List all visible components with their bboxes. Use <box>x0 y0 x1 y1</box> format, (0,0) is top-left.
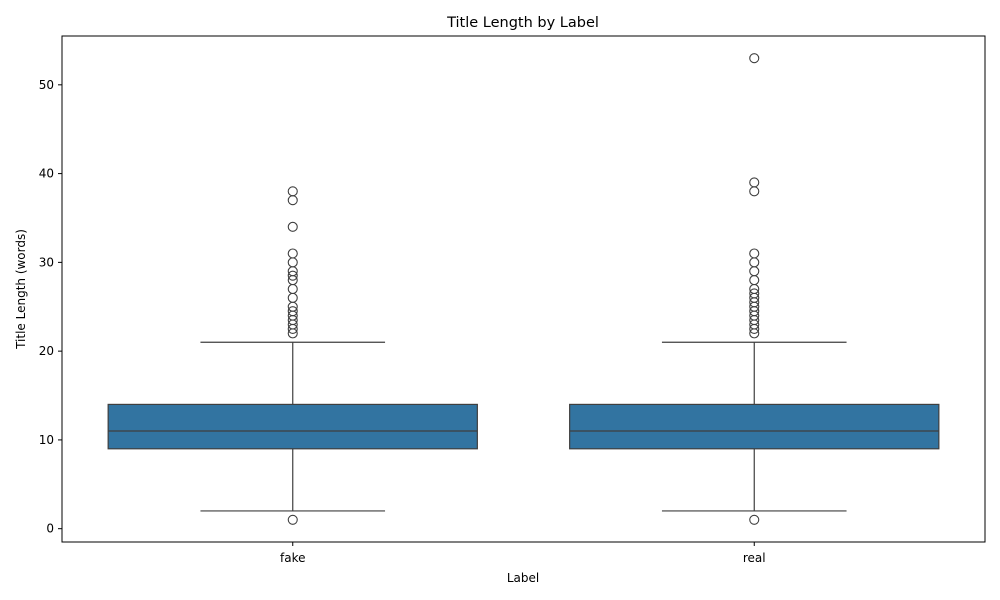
y-tick-label: 50 <box>39 78 54 92</box>
outlier-point <box>749 248 760 259</box>
outlier-point <box>287 292 298 303</box>
outlier-point <box>749 186 760 197</box>
outlier-point <box>749 257 760 268</box>
outlier-point <box>287 186 298 197</box>
outlier-point <box>287 514 298 525</box>
x-tick-label: real <box>743 551 766 565</box>
outlier-point <box>749 514 760 525</box>
outlier-point <box>749 288 760 299</box>
plot-area <box>107 53 940 525</box>
outlier-point <box>287 270 298 281</box>
outlier-point <box>287 283 298 295</box>
outlier-point <box>287 306 298 317</box>
y-tick-label: 30 <box>39 255 54 269</box>
y-tick-label: 40 <box>39 167 54 181</box>
outlier-point <box>749 177 760 188</box>
y-axis-label: Title Length (words) <box>14 229 28 350</box>
box-group-fake <box>107 186 478 525</box>
chart-title: Title Length by Label <box>446 15 599 31</box>
outlier-point <box>287 221 298 232</box>
y-tick-label: 0 <box>46 522 54 536</box>
x-axis-label: Label <box>507 571 539 585</box>
x-tick-label: fake <box>280 551 305 565</box>
x-axis: fake real <box>280 542 766 565</box>
outlier-point <box>287 195 298 206</box>
y-tick-label: 10 <box>39 433 54 447</box>
y-axis: 0 10 20 30 40 50 <box>39 78 62 536</box>
outlier-point <box>287 248 298 259</box>
iqr-box <box>107 403 478 450</box>
outlier-point <box>749 275 760 286</box>
outlier-point <box>749 266 760 277</box>
outlier-point <box>749 53 760 64</box>
outlier-point <box>287 257 298 268</box>
box-group-real <box>569 53 940 525</box>
y-tick-label: 20 <box>39 344 54 358</box>
plot-frame <box>61 35 986 543</box>
iqr-box <box>569 403 940 450</box>
